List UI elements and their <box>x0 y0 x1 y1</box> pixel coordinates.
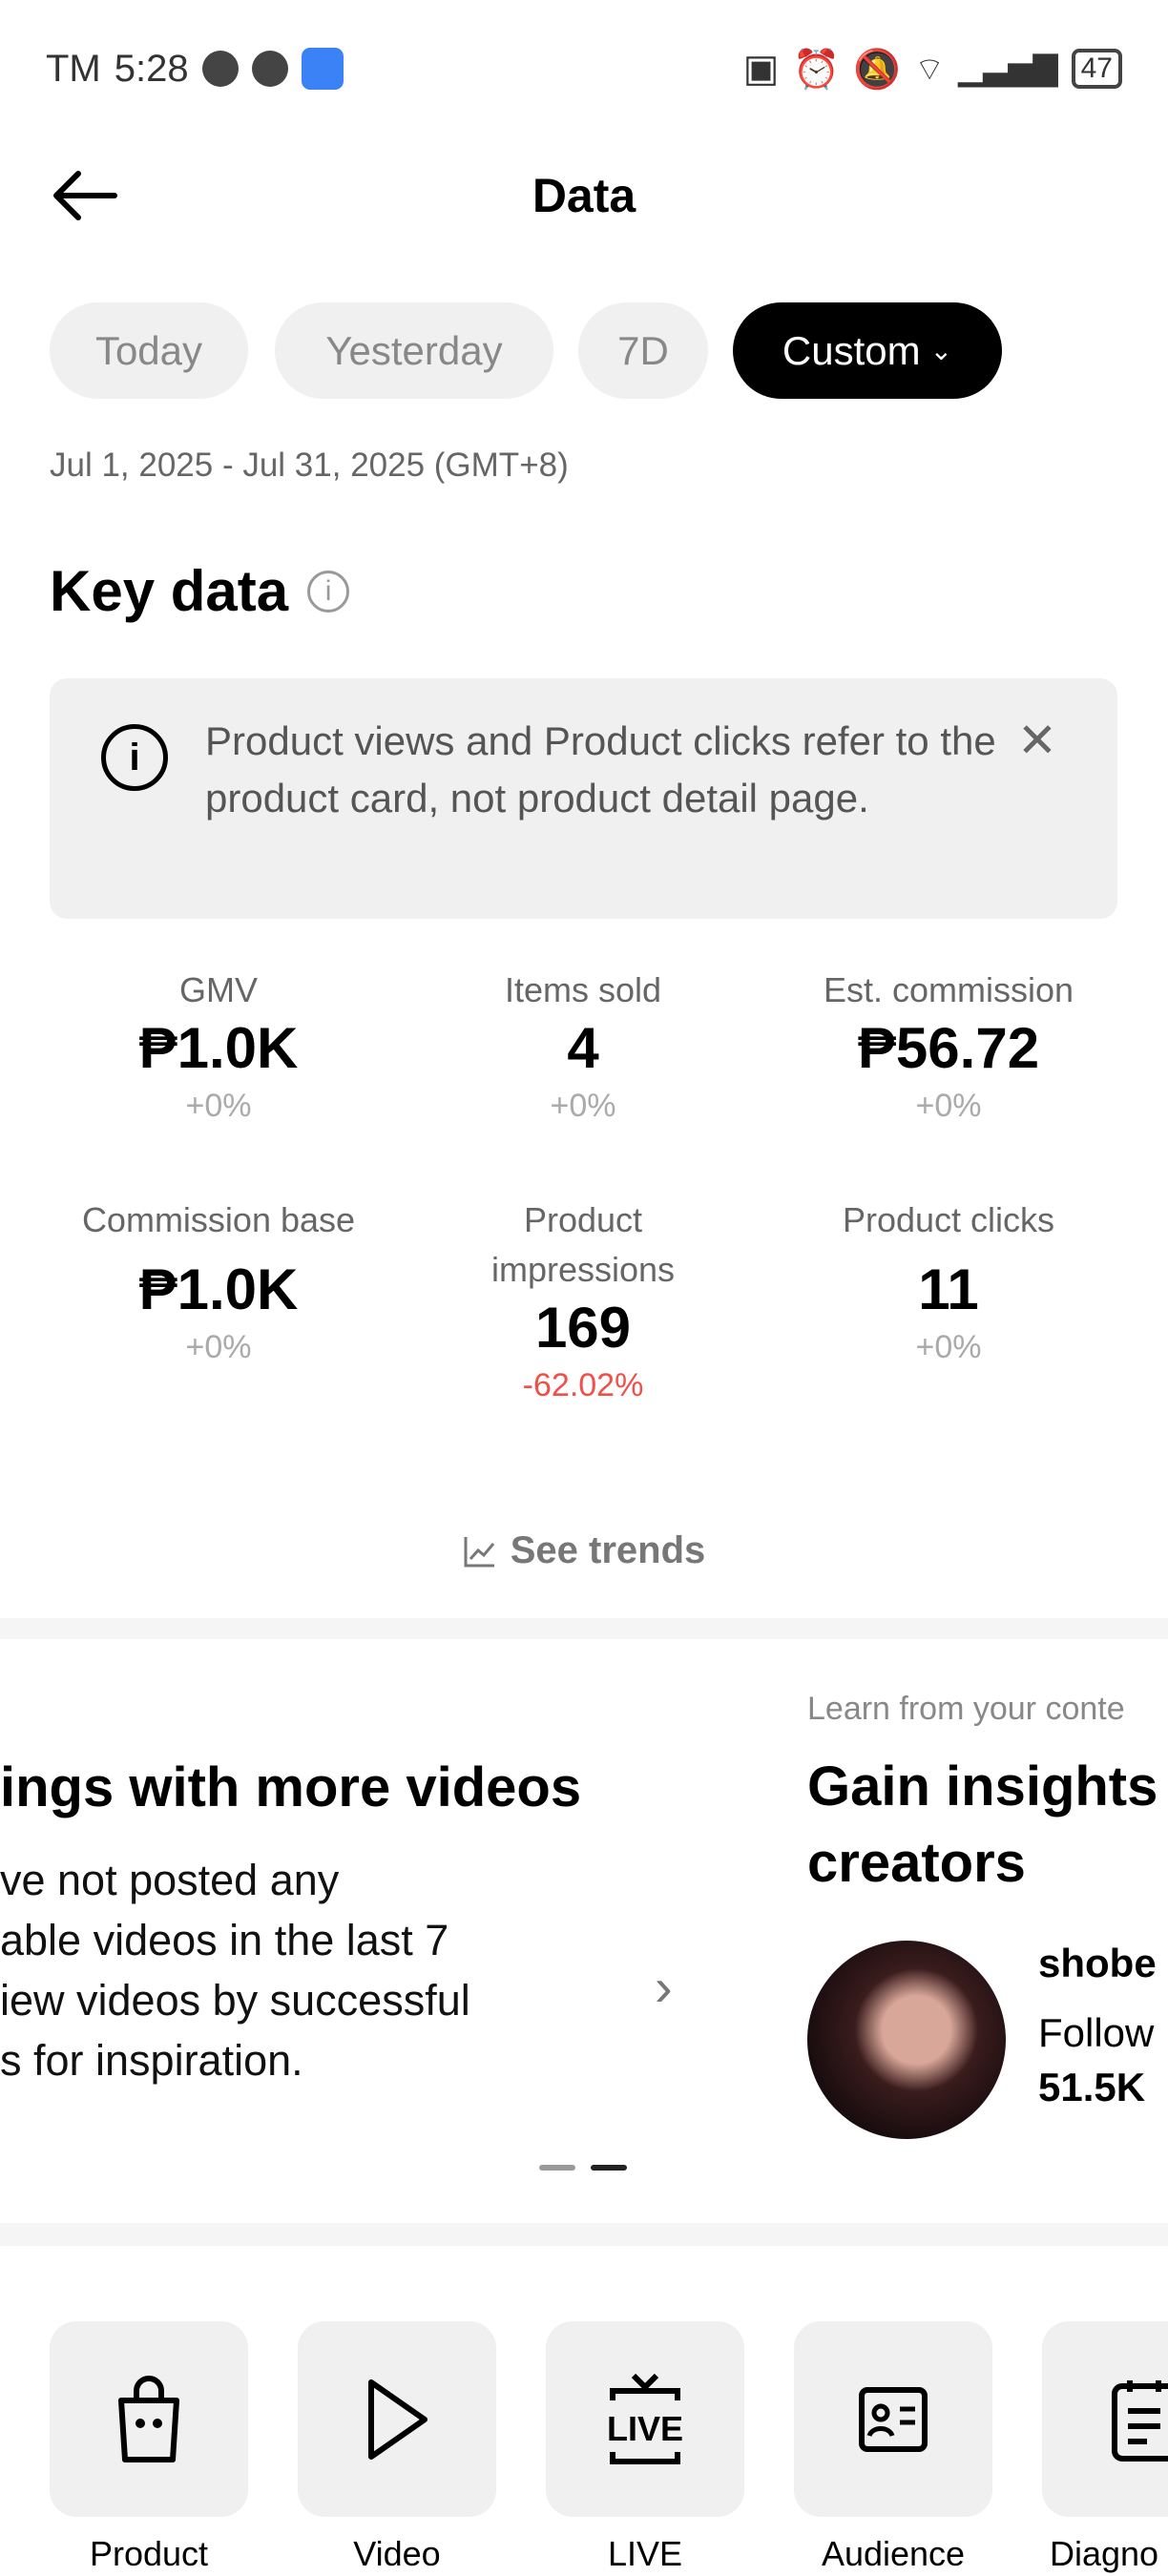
tool-label: LIVE <box>607 2534 683 2573</box>
creator-name: shobe <box>1038 1941 1157 1985</box>
creator-avatar[interactable] <box>807 1941 1006 2139</box>
metric-est-commission[interactable]: Est. commission ₱56.72 +0% <box>767 966 1130 1130</box>
metric-change: +0% <box>185 1088 252 1124</box>
close-icon[interactable]: ✕ <box>1017 714 1057 767</box>
card-title-line2: creators <box>807 1832 1026 1894</box>
metric-commission-base[interactable]: Commission base ₱1.0K +0% <box>37 1195 400 1371</box>
metric-change: +0% <box>550 1088 616 1124</box>
id-card-icon <box>859 2386 928 2452</box>
filter-custom[interactable]: Custom ⌄ <box>733 302 1002 399</box>
messenger-icon <box>201 51 239 87</box>
alarm-icon: ⏰ <box>792 48 841 91</box>
chevron-down-icon: ⌄ <box>929 336 953 365</box>
tool-label: Product <box>89 2534 209 2573</box>
metric-label: Est. commission <box>823 970 1074 1009</box>
tool-video[interactable] <box>298 2321 496 2517</box>
tool-live[interactable]: LIVE <box>546 2321 744 2517</box>
info-banner: i Product views and Product clicks refer… <box>50 678 1117 919</box>
carousel-card-creators[interactable]: Learn from your conte Gain insights crea… <box>807 1691 1168 2139</box>
see-trends-button[interactable]: See trends <box>0 1529 1168 1572</box>
nfc-icon: ▣ <box>742 48 780 90</box>
metric-value: 11 <box>918 1257 979 1321</box>
pager-dot[interactable] <box>539 2165 575 2171</box>
metric-gmv[interactable]: GMV ₱1.0K +0% <box>37 966 400 1130</box>
filter-label: Yesterday <box>325 327 503 373</box>
play-icon <box>368 2379 428 2460</box>
card-text-line: able videos in the last 7 <box>0 1916 449 1964</box>
battery-icon: 47 <box>1071 49 1122 89</box>
metric-change: +0% <box>915 1088 982 1124</box>
metric-label: Product impressions <box>490 1200 676 1289</box>
signal-icon: ▁▃▅▇ <box>958 51 1058 87</box>
metric-change: +0% <box>915 1329 982 1365</box>
filter-label: Today <box>94 327 203 373</box>
followers-label: Follow <box>1038 2010 1155 2055</box>
followers-count: 51.5K <box>1038 2065 1146 2109</box>
card-text-line: iew videos by successful <box>0 1976 470 2025</box>
clipboard-icon <box>1112 2379 1168 2462</box>
tool-label: Diagno <box>1050 2534 1159 2573</box>
shopping-bag-icon <box>118 2375 179 2462</box>
status-bar: TM 5:28 ▣ ⏰ 🔕 ⌔ ▁▃▅▇ 47 <box>46 44 1122 93</box>
card-text-line: s for inspiration. <box>0 2036 303 2085</box>
metric-value: ₱1.0K <box>138 1016 299 1080</box>
metric-label: GMV <box>178 970 258 1009</box>
metric-value: 4 <box>567 1016 599 1080</box>
tool-diagnosis[interactable] <box>1042 2321 1168 2517</box>
svg-text:LIVE: LIVE <box>607 2409 683 2448</box>
live-tv-icon: LIVE <box>607 2373 683 2464</box>
filter-label: Custom <box>782 327 921 373</box>
filter-7d[interactable]: 7D <box>578 302 708 399</box>
metric-value: ₱1.0K <box>138 1257 299 1321</box>
line-chart-icon <box>464 1536 494 1567</box>
arrow-left-icon <box>53 171 117 220</box>
filter-today[interactable]: Today <box>50 302 248 399</box>
metric-label: Commission base <box>81 1200 356 1239</box>
back-button[interactable] <box>50 164 126 227</box>
pager-indicator <box>539 2165 627 2171</box>
card-title: ings with more videos <box>0 1756 582 1818</box>
metric-value: ₱56.72 <box>857 1016 1040 1080</box>
filter-label: 7D <box>617 327 669 373</box>
metric-change: -62.02% <box>522 1367 644 1403</box>
chat-icon <box>251 51 288 87</box>
banner-text: Product views and Product clicks refer t… <box>205 718 996 821</box>
date-range: Jul 1, 2025 - Jul 31, 2025 (GMT+8) <box>50 447 569 484</box>
carrier: TM <box>46 47 101 90</box>
wifi-icon: ⌔ <box>914 51 946 88</box>
mute-icon: 🔕 <box>853 48 902 91</box>
metric-value: 169 <box>534 1296 632 1360</box>
clock: 5:28 <box>114 47 189 90</box>
tool-product[interactable] <box>50 2321 248 2517</box>
divider <box>0 1618 1168 1639</box>
metric-items-sold[interactable]: Items sold 4 +0% <box>402 966 764 1130</box>
metric-product-impressions[interactable]: Product impressions 169 -62.02% <box>449 1195 717 1409</box>
filter-yesterday[interactable]: Yesterday <box>275 302 553 399</box>
honor-store-icon <box>301 48 344 90</box>
metric-label: Items sold <box>504 970 662 1009</box>
tool-audience[interactable] <box>794 2321 992 2517</box>
info-icon[interactable]: i <box>307 570 350 613</box>
info-circle-icon: i <box>101 724 168 791</box>
metric-change: +0% <box>185 1329 252 1365</box>
key-data-heading: Key data i <box>50 558 350 624</box>
chevron-right-icon[interactable]: › <box>655 1957 673 2017</box>
page-title: Data <box>532 169 636 222</box>
carousel-card-videos[interactable]: ings with more videos ve not posted any … <box>0 1755 725 2118</box>
section-title: Key data <box>50 559 289 623</box>
divider <box>0 2223 1168 2246</box>
tool-label: Audience <box>821 2534 966 2573</box>
card-title: Gain insights <box>807 1755 1158 1818</box>
metric-label: Product clicks <box>842 1200 1055 1239</box>
see-trends-label: See trends <box>510 1529 706 1571</box>
tool-label: Video <box>353 2534 441 2573</box>
card-text-line: ve not posted any <box>0 1856 340 1904</box>
metric-product-clicks[interactable]: Product clicks 11 +0% <box>767 1195 1130 1371</box>
card-eyebrow: Learn from your conte <box>807 1691 1125 1727</box>
pager-dot-active[interactable] <box>591 2165 627 2171</box>
